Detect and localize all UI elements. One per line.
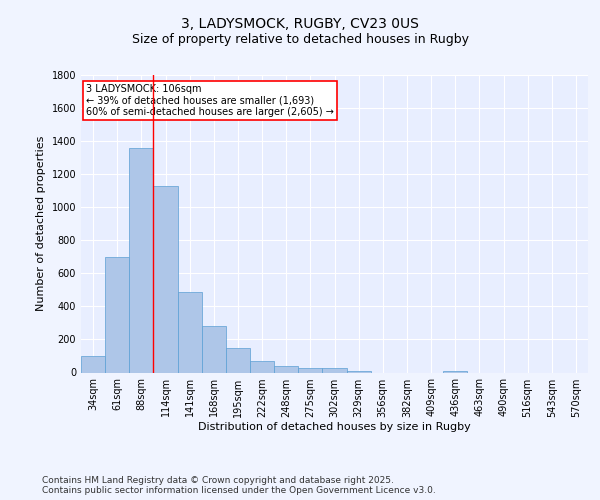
Bar bbox=[105, 257, 129, 372]
Text: Size of property relative to detached houses in Rugby: Size of property relative to detached ho… bbox=[131, 32, 469, 46]
Bar bbox=[202, 326, 226, 372]
Bar bbox=[347, 371, 371, 372]
Bar bbox=[81, 356, 105, 372]
Text: Contains HM Land Registry data © Crown copyright and database right 2025.
Contai: Contains HM Land Registry data © Crown c… bbox=[42, 476, 436, 495]
Y-axis label: Number of detached properties: Number of detached properties bbox=[36, 136, 46, 312]
Bar bbox=[226, 348, 250, 372]
Bar bbox=[154, 186, 178, 372]
X-axis label: Distribution of detached houses by size in Rugby: Distribution of detached houses by size … bbox=[198, 422, 471, 432]
Text: 3, LADYSMOCK, RUGBY, CV23 0US: 3, LADYSMOCK, RUGBY, CV23 0US bbox=[181, 18, 419, 32]
Bar bbox=[129, 148, 154, 372]
Bar bbox=[178, 292, 202, 372]
Bar bbox=[250, 361, 274, 372]
Bar bbox=[274, 366, 298, 372]
Bar bbox=[443, 370, 467, 372]
Bar bbox=[322, 368, 347, 372]
Bar bbox=[298, 368, 322, 372]
Text: 3 LADYSMOCK: 106sqm
← 39% of detached houses are smaller (1,693)
60% of semi-det: 3 LADYSMOCK: 106sqm ← 39% of detached ho… bbox=[86, 84, 334, 117]
